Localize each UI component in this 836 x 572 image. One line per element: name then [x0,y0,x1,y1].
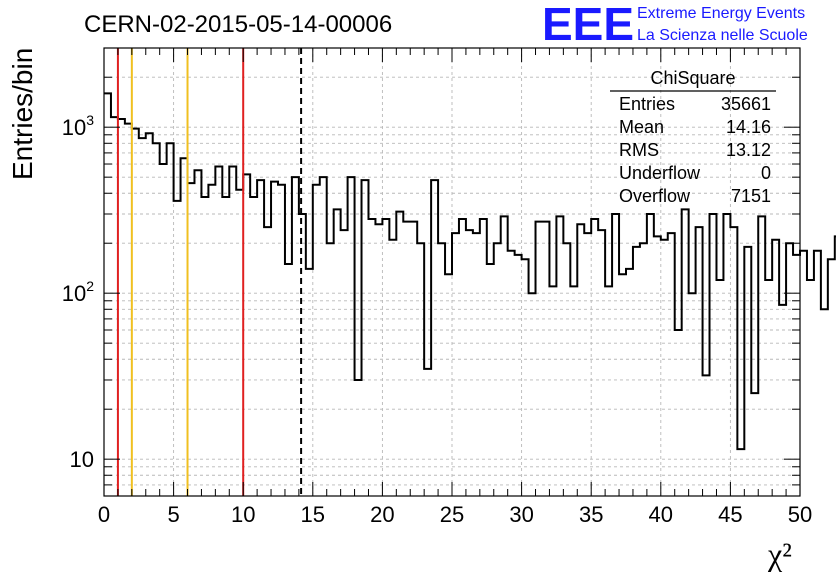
eee-logo: EEE Extreme Energy Events La Scienza nel… [542,0,808,50]
logo-line-1: Extreme Energy Events [637,5,805,22]
stats-value: 13.12 [726,140,771,160]
stats-value: 14.16 [726,117,771,137]
chart-title: CERN-02-2015-05-14-00006 [84,11,392,38]
x-tick-label: 25 [440,502,464,527]
histogram [104,92,836,451]
stats-label: Entries [619,94,675,114]
logo-line-2: La Scienza nelle Scuole [637,27,808,44]
y-tick-label: 102 [62,278,94,306]
stats-value: 35661 [721,94,771,114]
y-axis-title: Entries/bin [7,48,38,180]
stats-value: 0 [761,163,771,183]
x-tick-label: 50 [788,502,812,527]
x-tick-label: 0 [98,502,110,527]
x-tick-label: 10 [231,502,255,527]
stats-label: Mean [619,117,664,137]
x-tick-label: 20 [370,502,394,527]
marker-lines [116,48,303,496]
x-tick-label: 45 [718,502,742,527]
x-tick-label: 40 [649,502,673,527]
y-tick-labels: 10 102 103 [62,112,94,472]
stats-title: ChiSquare [650,68,735,88]
x-tick-label: 5 [167,502,179,527]
logo-mark: EEE [542,0,634,50]
stats-label: RMS [619,140,659,160]
x-axis-title: χ² [767,536,792,572]
y-tick-label: 103 [62,112,94,140]
stats-box: ChiSquare Entries 35661 Mean 14.16 RMS 13.12 U… [610,68,776,206]
y-tick-label: 10 [70,447,94,472]
axis-ticks [103,47,801,497]
stats-value: 7151 [731,186,771,206]
x-tick-label: 35 [579,502,603,527]
x-tick-labels: 0 5 10 15 20 25 30 35 40 45 50 [98,502,812,527]
x-tick-label: 15 [301,502,325,527]
stats-label: Overflow [619,186,691,206]
stats-label: Underflow [619,163,701,183]
x-tick-label: 30 [509,502,533,527]
histogram-outline [104,92,836,451]
